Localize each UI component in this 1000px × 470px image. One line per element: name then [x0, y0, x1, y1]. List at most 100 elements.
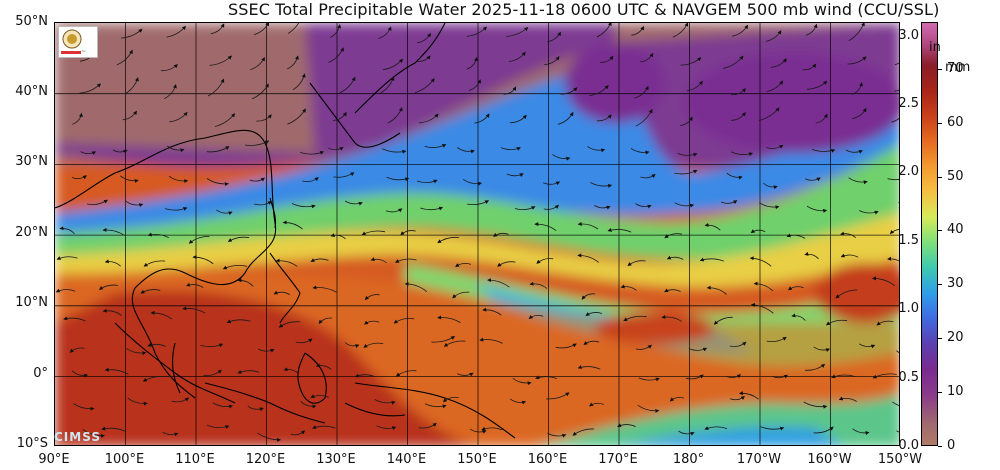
wind-arrow [417, 32, 431, 44]
wind-arrow [887, 178, 899, 181]
wind-arrow [607, 227, 632, 233]
wind-arrow [678, 430, 695, 436]
moisture-field [55, 23, 899, 445]
wind-arrow [364, 320, 380, 325]
wind-arrow [414, 78, 435, 94]
wind-arrow [171, 397, 190, 403]
wind-arrow [847, 56, 867, 65]
colorbar-tick-mm: 70 [947, 60, 964, 76]
wind-arrow [244, 140, 270, 146]
wind-arrow [443, 340, 466, 347]
wind-arrow [379, 76, 395, 94]
longitude-label: 150°W [877, 452, 923, 467]
wind-arrow [295, 338, 313, 344]
wind-arrow [443, 396, 459, 403]
wind-arrow [168, 175, 189, 184]
wind-arrow [547, 31, 561, 43]
colorbar-unit-in: in [929, 40, 941, 55]
longitude-label: 170°E [598, 452, 638, 467]
wind-arrow [395, 370, 417, 377]
wind-arrow [638, 377, 660, 382]
wind-arrow [164, 207, 188, 211]
wind-arrow [82, 429, 105, 438]
longitude-label: 110°E [175, 452, 215, 467]
longitude-label: 90°E [38, 452, 70, 467]
wind-arrow [253, 23, 270, 35]
wind-arrow [731, 88, 746, 96]
wind-arrow [813, 346, 831, 352]
wind-arrow [104, 259, 121, 267]
wind-arrow [509, 114, 527, 124]
wind-arrow [164, 84, 177, 100]
wind-arrow [147, 232, 169, 239]
wind-arrow [738, 391, 759, 400]
wind-arrow [534, 222, 557, 231]
wind-arrow [125, 200, 144, 208]
wind-arrow [806, 205, 828, 213]
wind-arrow [713, 316, 733, 325]
wind-arrow [69, 347, 85, 353]
wind-arrow [71, 370, 89, 378]
wind-arrow [637, 404, 660, 413]
wind-arrow [557, 111, 574, 125]
wind-arrow [328, 146, 344, 151]
wind-arrow [506, 173, 524, 177]
wind-arrow [300, 151, 325, 155]
colorbar-tick-mm: 40 [947, 222, 964, 238]
wind-arrow [672, 23, 689, 38]
wind-arrow [257, 432, 282, 442]
wind-arrow [723, 55, 744, 69]
wind-arrow [894, 89, 899, 92]
wind-arrow [102, 227, 125, 236]
wind-arrow [55, 288, 76, 293]
wind-arrow [805, 23, 818, 36]
coastline [171, 342, 181, 394]
wind-arrow [250, 57, 265, 71]
wind-arrow [730, 112, 746, 121]
wind-arrow [456, 147, 475, 154]
wind-arrow [188, 236, 210, 244]
colorbar-tick-mm: 50 [947, 168, 964, 184]
wind-arrow [674, 169, 698, 175]
wind-arrow [431, 336, 456, 343]
wind-arrow [786, 233, 806, 239]
latitude-label: 40°N [15, 84, 48, 99]
cimss-watermark: CIMSS [54, 430, 101, 444]
wind-arrow [79, 83, 101, 94]
wind-arrow [876, 320, 894, 326]
wind-arrow [831, 374, 856, 379]
wind-arrow [872, 373, 897, 379]
wind-arrow [848, 177, 868, 185]
wind-arrow [420, 206, 444, 211]
wind-arrow [474, 113, 490, 124]
wind-arrow [493, 232, 509, 237]
wind-arrow [253, 201, 272, 206]
wind-arrow [840, 231, 857, 239]
wind-arrow [126, 348, 147, 356]
wind-arrow [120, 28, 143, 39]
svg-text:~: ~ [81, 48, 86, 55]
colorbar-tick-in: 3.0 [898, 27, 919, 43]
wind-arrow [333, 172, 355, 178]
wind-arrow [332, 111, 347, 121]
wind-arrow [247, 405, 264, 412]
wind-arrow [456, 372, 474, 377]
wind-arrow [544, 56, 560, 65]
graticule [55, 23, 899, 445]
longitude-label: 120°E [245, 452, 286, 467]
wind-arrow [627, 260, 646, 267]
wind-arrow [804, 363, 826, 371]
wind-arrow [535, 375, 558, 380]
wind-arrow [192, 255, 214, 265]
wind-arrow [424, 403, 447, 409]
wind-arrow [344, 342, 360, 348]
wind-arrow [424, 144, 447, 148]
wind-arrow [142, 375, 167, 382]
wind-arrow [858, 210, 879, 215]
wind-arrow [318, 317, 333, 325]
wind-arrow [589, 402, 604, 407]
colorbar-tick-mark [938, 230, 942, 232]
precipitable-water-map [54, 22, 900, 446]
wind-arrow [804, 177, 821, 182]
wind-arrow [437, 236, 460, 244]
